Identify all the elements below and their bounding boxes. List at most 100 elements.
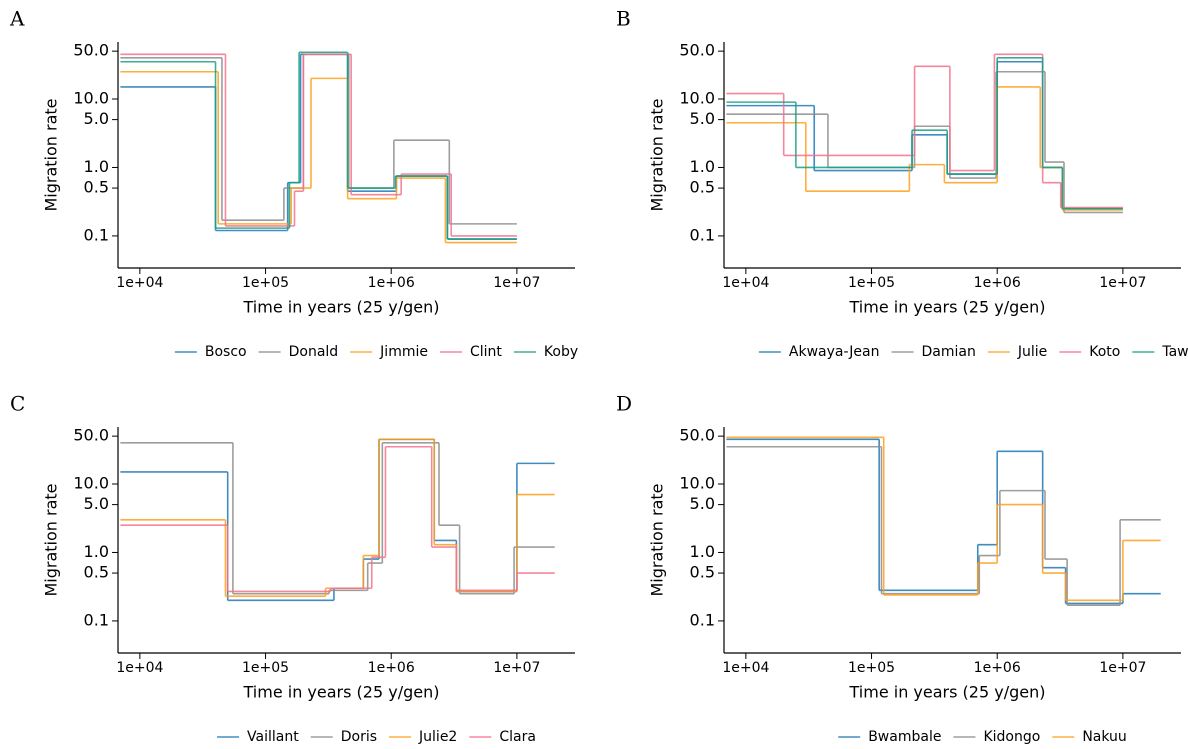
legend-label: Koby [544,344,578,360]
legend-label: Clara [499,729,536,745]
panel-label: D [616,392,632,416]
series-line [726,438,1161,605]
series-line [120,53,517,240]
y-tick-label: 50.0 [73,426,109,445]
legend-item: Nakuu [1052,729,1127,745]
x-tick-label: 1e+04 [722,660,769,676]
legend-label: Bwambale [868,729,941,745]
x-tick-label: 1e+05 [848,275,895,291]
series-line [726,436,1161,602]
legend-item: Donald [258,344,338,360]
x-tick-label: 1e+07 [1099,275,1146,291]
y-tick-label: 1.0 [84,157,109,176]
panel: D 0.1 0.5 1.0 5.0 10.0 50.0 1e+04 1e+05 1e+06 1e+0… [616,392,1181,745]
legend-label: Damian [922,344,976,360]
series-line [120,53,517,225]
x-tick-label: 1e+07 [1099,660,1146,676]
legend-item: Damian [891,344,976,360]
legend: Akwaya-Jean Damian Julie Koto Taweh [758,344,1188,360]
x-tick-label: 1e+06 [974,275,1021,291]
series-line [726,445,1161,606]
y-axis-title: Migration rate [42,98,61,211]
legend: Bwambale Kidongo Nakuu [838,729,1127,745]
legend-item: Clint [439,344,502,360]
legend-label: Clint [470,344,502,360]
plot-area [726,436,1161,606]
legend-item: Julie2 [389,729,457,745]
legend-label: Nakuu [1082,729,1126,745]
y-tick-label: 10.0 [679,88,715,107]
y-tick-label: 0.5 [84,563,109,582]
legend-item: Taweh [1132,344,1188,360]
legend-label: Akwaya-Jean [789,344,880,360]
y-tick-label: 1.0 [84,542,109,561]
x-tick-label: 1e+05 [242,660,289,676]
legend-label: Koto [1089,344,1120,360]
series-line [726,53,1123,209]
legend-item: Jimmie [350,344,428,360]
legend-item: Bwambale [838,729,941,745]
legend-item: Doris [310,729,377,745]
legend-item: Kidongo [953,729,1040,745]
x-tick-label: 1e+07 [493,660,540,676]
x-tick-label: 1e+04 [116,275,163,291]
y-tick-label: 0.1 [84,610,109,629]
legend-label: Bosco [205,344,247,360]
y-tick-label: 1.0 [690,157,715,176]
series-line [120,70,517,244]
legend-item: Clara [469,729,536,745]
series-line [726,70,1123,214]
series-line [120,438,555,597]
y-tick-label: 50.0 [679,426,715,445]
legend: Bosco Donald Jimmie Clint Koby [174,344,578,360]
y-tick-label: 0.5 [690,563,715,582]
x-tick-label: 1e+05 [242,275,289,291]
series-line [120,445,555,593]
y-tick-label: 0.1 [84,225,109,244]
panel: C 0.1 0.5 1.0 5.0 10.0 50.0 1e+04 1e+05 1e+06 1e+0… [10,392,575,745]
y-tick-label: 0.1 [690,610,715,629]
y-axis-title: Migration rate [42,483,61,596]
legend-item: Bosco [174,344,247,360]
legend-label: Vaillant [247,729,299,745]
y-tick-label: 1.0 [690,542,715,561]
x-axis-title: Time in years (25 y/gen) [243,683,440,702]
legend-label: Doris [341,729,377,745]
legend-label: Julie [1017,344,1047,360]
x-tick-label: 1e+07 [493,275,540,291]
y-tick-label: 5.0 [690,109,715,128]
legend-label: Julie2 [418,729,457,745]
x-tick-label: 1e+05 [848,660,895,676]
series-line [120,51,517,240]
x-axis-title: Time in years (25 y/gen) [849,683,1046,702]
legend: Vaillant Doris Julie2 Clara [217,729,536,745]
y-tick-label: 10.0 [73,473,109,492]
legend-item: Akwaya-Jean [758,344,880,360]
x-tick-label: 1e+06 [974,660,1021,676]
panel: B 0.1 0.5 1.0 5.0 10.0 50.0 1e+04 1e+05 1e+06 1e+0… [616,7,1188,361]
legend-item: Koby [513,344,578,360]
y-tick-label: 10.0 [73,88,109,107]
y-tick-label: 0.5 [84,178,109,197]
legend-label: Jimmie [379,344,428,360]
y-tick-label: 0.5 [690,178,715,197]
legend-item: Koto [1059,344,1120,360]
legend-item: Julie [987,344,1047,360]
series-line [120,441,555,595]
x-tick-label: 1e+06 [368,275,415,291]
plot-area [120,438,555,602]
panel-label: A [9,7,25,31]
plot-area [726,53,1123,214]
plot-area [120,51,517,244]
x-axis-title: Time in years (25 y/gen) [243,298,440,317]
series-line [726,56,1123,210]
x-tick-label: 1e+04 [722,275,769,291]
y-tick-label: 10.0 [679,473,715,492]
legend-label: Kidongo [983,729,1040,745]
y-tick-label: 50.0 [73,41,109,60]
x-tick-label: 1e+06 [368,660,415,676]
panel-label: B [616,7,631,31]
x-axis-title: Time in years (25 y/gen) [849,298,1046,317]
y-tick-label: 0.1 [690,225,715,244]
